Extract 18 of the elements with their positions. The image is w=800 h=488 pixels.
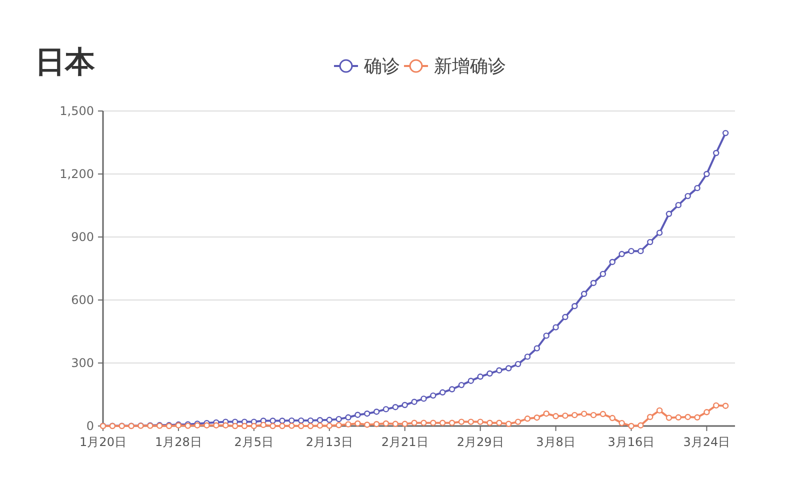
x-tick-label: 2月13日 bbox=[306, 435, 353, 449]
x-tick-label: 2月5日 bbox=[234, 435, 274, 449]
y-tick-label: 300 bbox=[71, 356, 94, 370]
x-tick-label: 3月8日 bbox=[536, 435, 576, 449]
x-tick-label: 3月16日 bbox=[608, 435, 655, 449]
legend-label: 新增确诊 bbox=[434, 56, 506, 77]
legend-label: 确诊 bbox=[363, 56, 400, 77]
x-tick-label: 2月21日 bbox=[381, 435, 428, 449]
y-tick-label: 1,500 bbox=[60, 104, 94, 118]
y-tick-label: 900 bbox=[71, 230, 94, 244]
x-tick-label: 2月29日 bbox=[456, 435, 504, 449]
x-tick-label: 1月20日 bbox=[80, 435, 126, 449]
chart-title: 日本 bbox=[35, 45, 96, 80]
x-tick-label: 1月28日 bbox=[155, 435, 202, 449]
y-tick-label: 600 bbox=[71, 293, 94, 307]
y-tick-label: 0 bbox=[86, 419, 94, 433]
y-tick-label: 1,200 bbox=[60, 167, 94, 181]
x-tick-label: 3月24日 bbox=[683, 435, 730, 449]
